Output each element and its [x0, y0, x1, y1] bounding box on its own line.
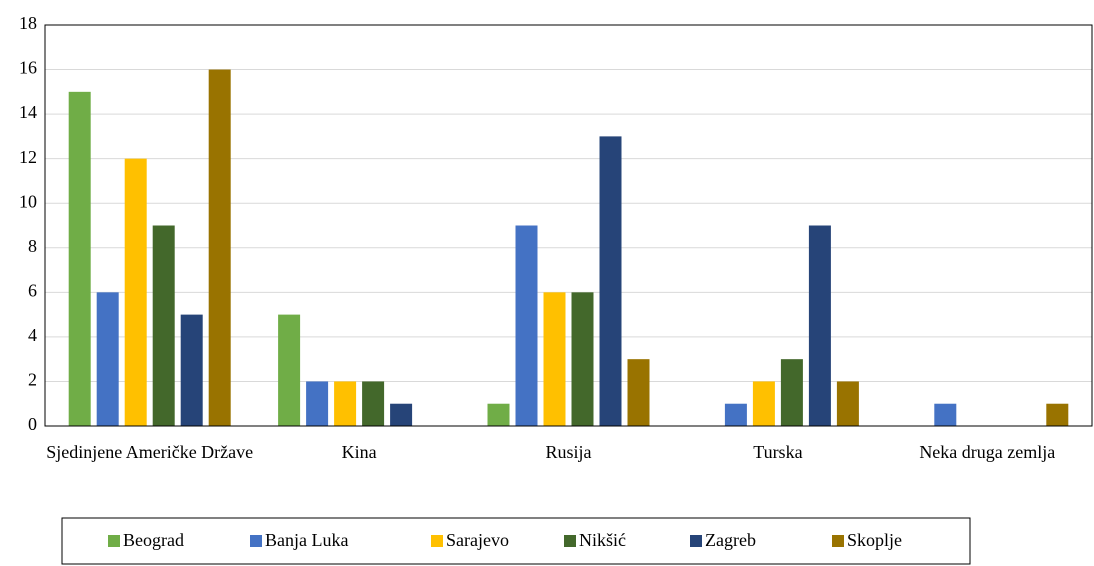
x-tick-label: Kina [341, 442, 377, 462]
y-tick-label: 0 [28, 414, 37, 434]
x-tick-label: Turska [753, 442, 803, 462]
plot-frame [44, 24, 1093, 427]
bar [278, 314, 301, 426]
y-tick-label: 8 [28, 236, 37, 256]
bar [362, 381, 385, 426]
bar [515, 225, 538, 426]
bar [934, 403, 957, 426]
bar [68, 91, 91, 426]
bar [808, 225, 831, 426]
bar [599, 136, 622, 426]
legend-label: Beograd [123, 530, 184, 550]
legend-box [61, 517, 971, 565]
bar [208, 69, 231, 427]
legend-label: Nikšić [579, 530, 626, 550]
bar [724, 403, 747, 426]
legend-swatch [564, 535, 576, 547]
bar [543, 292, 566, 426]
bar [334, 381, 357, 426]
bar [96, 292, 119, 426]
y-tick-label: 14 [19, 102, 37, 122]
x-tick-label: Neka druga zemlja [919, 442, 1056, 462]
y-tick-label: 16 [19, 58, 37, 78]
legend-label: Sarajevo [446, 530, 509, 550]
bar [487, 403, 510, 426]
bar [1046, 403, 1069, 426]
legend-label: Skoplje [847, 530, 902, 550]
bar [180, 314, 203, 426]
y-tick-label: 18 [19, 13, 37, 33]
legend-swatch [108, 535, 120, 547]
x-tick-label: Sjedinjene Američke Države [46, 442, 254, 462]
y-tick-label: 2 [28, 370, 37, 390]
bar [752, 381, 775, 426]
legend-swatch [832, 535, 844, 547]
y-tick-label: 4 [28, 325, 37, 345]
bar [152, 225, 175, 426]
legend-swatch [431, 535, 443, 547]
bar [627, 359, 650, 426]
bar [571, 292, 594, 426]
bar [780, 359, 803, 426]
x-tick-label: Rusija [545, 442, 592, 462]
bar [390, 403, 413, 426]
y-tick-label: 6 [28, 280, 37, 300]
y-tick-label: 10 [19, 191, 37, 211]
bar [306, 381, 329, 426]
bar [124, 158, 147, 426]
bar [836, 381, 859, 426]
legend-label: Zagreb [705, 530, 756, 550]
legend-swatch [690, 535, 702, 547]
legend-swatch [250, 535, 262, 547]
y-tick-label: 12 [19, 147, 37, 167]
legend-label: Banja Luka [265, 530, 348, 550]
